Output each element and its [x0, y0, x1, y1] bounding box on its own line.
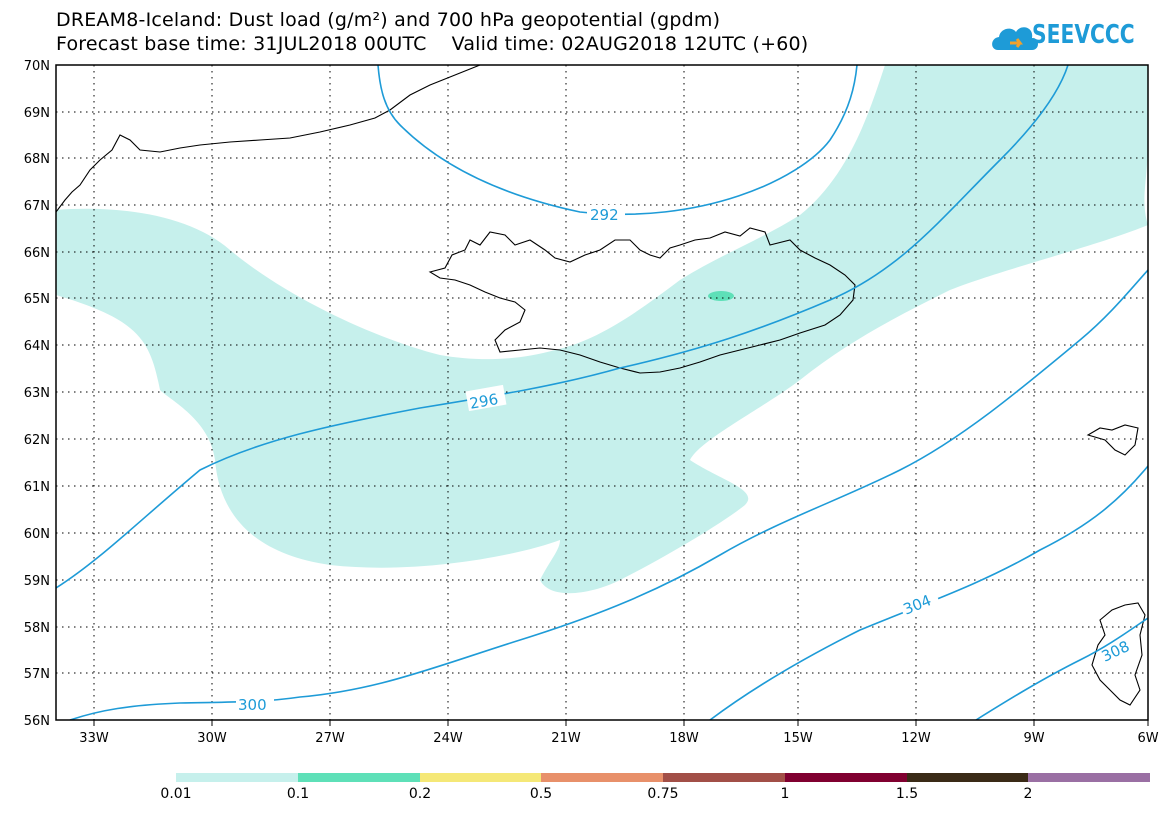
title-line-2: Forecast base time: 31JUL2018 00UTC Vali… — [56, 33, 809, 55]
title-line-1: DREAM8-Iceland: Dust load (g/m²) and 700… — [56, 9, 721, 31]
lat-label: 64N — [24, 339, 50, 354]
lon-label: 30W — [197, 731, 227, 746]
dust-area-mid — [708, 291, 734, 301]
lon-labels: 33W 30W 27W 24W 21W 18W 15W 12W 9W 6W — [79, 731, 1158, 746]
lat-label: 69N — [24, 106, 50, 121]
map-frame — [55, 64, 1149, 721]
colorbar-label: 2 — [1023, 786, 1033, 802]
lat-label: 68N — [24, 152, 50, 167]
colorbar-label: 0.75 — [647, 786, 679, 802]
lon-label: 21W — [551, 731, 581, 746]
lat-label: 66N — [24, 246, 50, 261]
colorbar-label: 1 — [780, 786, 790, 802]
lat-labels: 70N 69N 68N 67N 66N 65N 64N 63N 62N 61N … — [24, 59, 50, 729]
colorbar-swatch — [906, 773, 1029, 782]
lat-label: 62N — [24, 433, 50, 448]
colorbar-label: 0.5 — [529, 786, 553, 802]
colorbar-label: 0.01 — [160, 786, 192, 802]
contour-296 — [56, 65, 1069, 589]
contour-292 — [377, 65, 858, 216]
cloud-logo-icon — [992, 27, 1038, 50]
colorbar-swatch — [176, 773, 298, 782]
colorbar-swatch — [297, 773, 420, 782]
lon-label: 24W — [433, 731, 463, 746]
lon-label: 9W — [1023, 731, 1044, 746]
contour-label-292: 292 — [590, 206, 619, 224]
graticule — [56, 65, 1148, 720]
logo-text: SEEVCCC — [1032, 20, 1135, 50]
contour-300 — [69, 269, 1148, 720]
contour-label-300: 300 — [238, 696, 267, 714]
contour-labels: 292 296 300 304 308 — [236, 205, 1132, 714]
lon-label: 6W — [1137, 731, 1158, 746]
colorbar-label: 0.1 — [286, 786, 310, 802]
lat-label: 65N — [24, 292, 50, 307]
colorbar-swatch — [1028, 773, 1150, 782]
lat-label: 67N — [24, 199, 50, 214]
lat-label: 58N — [24, 621, 50, 636]
lat-label: 60N — [24, 527, 50, 542]
lat-label: 63N — [24, 386, 50, 401]
lon-label: 15W — [783, 731, 813, 746]
lon-label: 18W — [669, 731, 699, 746]
colorbar-swatch — [784, 773, 907, 782]
colorbar — [176, 773, 1150, 782]
lat-label: 70N — [24, 59, 50, 74]
colorbar-swatch — [663, 773, 785, 782]
lat-label: 56N — [24, 714, 50, 729]
lon-label: 27W — [315, 731, 345, 746]
contour-label-296: 296 — [468, 390, 499, 413]
lat-label: 61N — [24, 480, 50, 495]
colorbar-swatch — [419, 773, 542, 782]
axis-ticks — [93, 720, 1149, 726]
lon-label: 33W — [79, 731, 109, 746]
lat-label: 59N — [24, 574, 50, 589]
lat-label: 57N — [24, 667, 50, 682]
colorbar-label: 0.2 — [408, 786, 432, 802]
coastline — [56, 65, 1146, 706]
dust-area-low — [56, 65, 1148, 594]
contour-308 — [975, 617, 1148, 720]
colorbar-label: 1.5 — [895, 786, 919, 802]
geopotential-contours — [56, 65, 1148, 720]
colorbar-swatch — [541, 773, 663, 782]
lon-label: 12W — [901, 731, 931, 746]
contour-label-308: 308 — [1099, 637, 1133, 665]
